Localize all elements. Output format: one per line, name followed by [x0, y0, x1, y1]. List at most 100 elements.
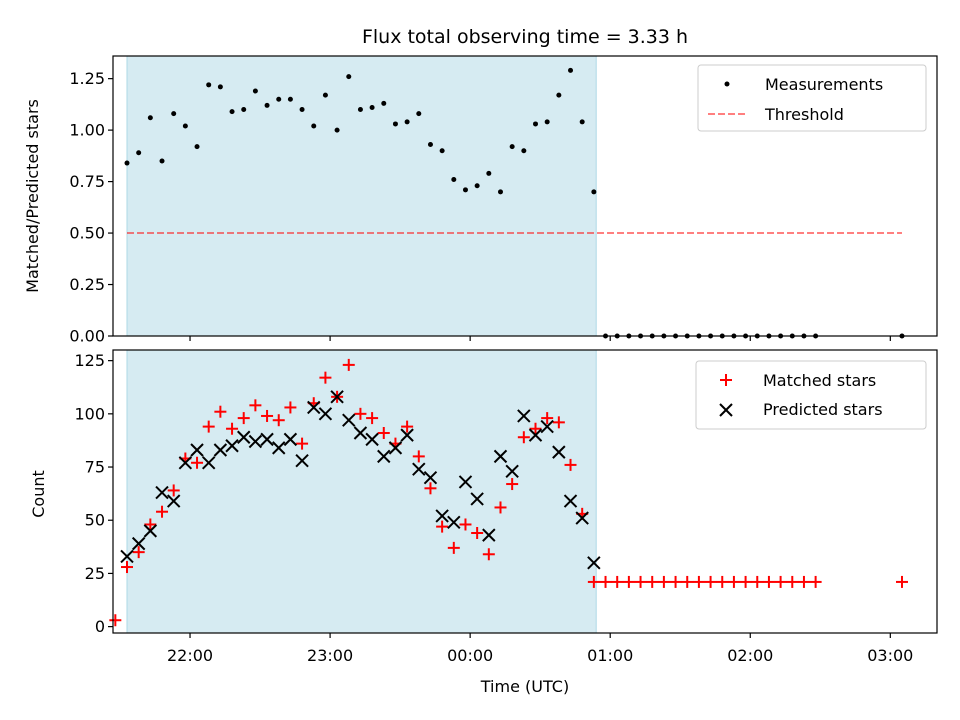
predicted-star-point	[353, 426, 368, 440]
matched-star-point	[109, 614, 122, 627]
measurement-point	[322, 92, 328, 98]
matched-star-point	[354, 407, 367, 420]
matched-star-point	[249, 399, 262, 412]
axes-frame	[112, 55, 938, 337]
legend-measurements-marker	[724, 81, 730, 87]
measurement-point	[287, 96, 293, 102]
predicted-star-point	[225, 439, 239, 453]
matched-star-point	[401, 420, 414, 433]
measurement-point	[404, 119, 410, 125]
matched-star-point	[494, 501, 507, 514]
matched-star-point	[132, 546, 145, 559]
measurement-point	[217, 84, 223, 90]
x-tick-label: 03:00	[867, 646, 913, 665]
matched-star-point	[121, 561, 134, 574]
predicted-star-point	[563, 494, 578, 508]
measurement-point	[439, 148, 445, 154]
measurement-point	[276, 96, 282, 102]
matched-star-point	[797, 575, 810, 588]
bottom-ylabel: Count	[29, 470, 48, 518]
y-tick-label: 50	[85, 511, 105, 530]
observing-window-shade	[126, 55, 597, 337]
matched-star-point	[284, 401, 297, 414]
matched-star-point	[261, 409, 274, 422]
matched-star-point	[599, 575, 612, 588]
matched-star-point	[214, 405, 227, 418]
matched-star-point	[459, 518, 472, 531]
matched-star-point	[412, 450, 425, 463]
y-tick-label: 0.50	[69, 224, 105, 243]
measurement-point	[206, 82, 212, 88]
x-tick-label: 22:00	[167, 646, 213, 665]
y-tick-label: 0.00	[69, 327, 105, 346]
measurement-point	[171, 111, 177, 117]
predicted-star-point	[552, 445, 566, 459]
measurement-point	[427, 142, 433, 148]
y-tick-label: 1.00	[69, 121, 105, 140]
predicted-star-point	[377, 449, 391, 464]
measurement-point	[533, 121, 539, 127]
predicted-star-point	[307, 400, 321, 415]
predicted-star-point	[540, 419, 554, 434]
chart-title: Flux total observing time = 3.33 h	[362, 26, 688, 48]
measurement-point	[194, 144, 200, 150]
measurement-point	[392, 121, 398, 127]
measurement-point	[474, 183, 480, 189]
matched-star-point	[657, 575, 670, 588]
x-tick-label: 23:00	[307, 646, 353, 665]
matched-star-point	[895, 575, 908, 588]
top-ylabel: Matched/Predicted stars	[23, 99, 42, 293]
matched-star-point	[727, 575, 740, 588]
legend-predicted-label: Predicted stars	[763, 400, 883, 419]
matched-star-point	[704, 575, 717, 588]
matched-star-point	[774, 575, 787, 588]
matched-star-point	[319, 371, 332, 384]
measurement-point	[451, 177, 457, 183]
axes-frame	[112, 349, 938, 634]
measurement-point	[136, 150, 142, 156]
measurement-point	[357, 107, 363, 113]
matched-star-point	[739, 575, 752, 588]
matched-star-point	[751, 575, 764, 588]
predicted-star-point	[248, 434, 263, 449]
x-tick-label: 02:00	[727, 646, 773, 665]
predicted-star-point	[400, 428, 414, 442]
matched-star-point	[517, 431, 530, 444]
bottom-legend: Matched stars Predicted stars	[695, 360, 927, 430]
x-tick-label: 00:00	[447, 646, 493, 665]
matched-star-point	[202, 420, 215, 433]
matched-star-point	[342, 358, 355, 371]
matched-star-point	[424, 482, 437, 495]
predicted-star-point	[470, 492, 484, 506]
measurement-point	[462, 187, 468, 193]
measurement-point	[568, 67, 574, 73]
matched-star-point	[191, 456, 204, 469]
predicted-star-point	[365, 432, 379, 447]
measurement-point	[509, 144, 515, 150]
y-tick-label: 0.25	[69, 275, 105, 294]
predicted-star-point	[435, 509, 449, 523]
matched-star-point	[762, 575, 775, 588]
predicted-star-point	[260, 432, 274, 447]
predicted-star-point	[458, 475, 473, 489]
top-panel: 0.00 0.25 0.50 0.75 1.00 1.25 Matched/Predict…	[23, 55, 938, 346]
measurement-point	[241, 107, 247, 113]
predicted-star-point	[131, 536, 146, 551]
predicted-star-point	[342, 413, 356, 427]
matched-star-point	[447, 541, 460, 554]
legend-matched-label: Matched stars	[763, 371, 876, 390]
measurement-point	[556, 92, 562, 98]
measurement-point	[486, 170, 492, 176]
measurement-point	[579, 119, 585, 125]
matched-star-point	[529, 422, 542, 435]
y-tick-label: 0.75	[69, 172, 105, 191]
bottom-panel: 0 25 50 75 100 125 22:00 23:00 00:00 01:00 02:00 03…	[29, 349, 938, 696]
y-tick-label: 1.25	[69, 69, 105, 88]
predicted-star-point	[295, 453, 309, 468]
matched-star-point	[541, 412, 554, 425]
matched-star-point	[692, 575, 705, 588]
measurement-point	[124, 160, 130, 166]
predicted-star-point	[318, 407, 333, 421]
measurement-point	[311, 123, 317, 129]
matched-star-point	[506, 478, 519, 491]
